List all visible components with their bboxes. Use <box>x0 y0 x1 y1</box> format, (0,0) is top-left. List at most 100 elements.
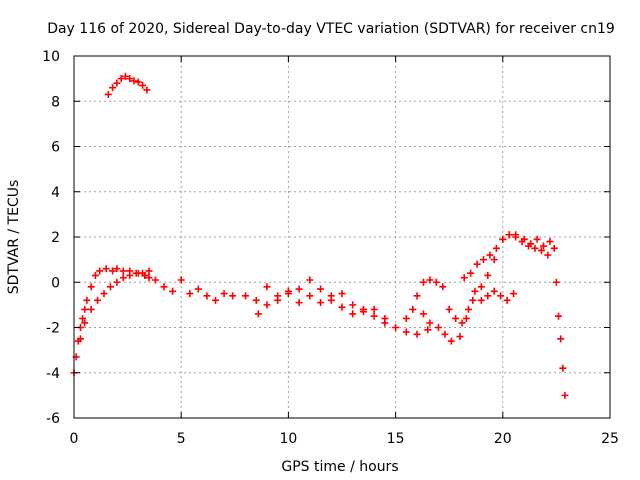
data-point <box>109 267 117 275</box>
y-tick-label: 2 <box>51 230 60 246</box>
data-point <box>126 271 134 279</box>
data-point <box>561 391 569 399</box>
data-point <box>359 305 367 313</box>
data-point <box>130 77 138 85</box>
data-point <box>306 292 314 300</box>
data-point <box>490 287 498 295</box>
y-tick-label: -2 <box>46 321 60 337</box>
points-layer <box>70 72 569 399</box>
x-tick-label: 10 <box>279 431 297 447</box>
data-point <box>169 287 177 295</box>
data-point <box>87 283 95 291</box>
data-point <box>426 319 434 327</box>
data-point <box>252 296 260 304</box>
data-point <box>490 256 498 264</box>
data-point <box>295 285 303 293</box>
data-point <box>338 303 346 311</box>
y-tick-label: -6 <box>46 411 60 427</box>
data-point <box>413 330 421 338</box>
data-point <box>402 314 410 322</box>
data-point <box>317 285 325 293</box>
data-point <box>434 324 442 331</box>
data-point <box>104 90 112 98</box>
data-point <box>540 242 548 250</box>
data-point <box>484 292 492 300</box>
data-point <box>497 292 505 300</box>
data-point <box>505 231 513 239</box>
y-tick-label: 4 <box>51 185 60 201</box>
data-point <box>555 312 563 320</box>
data-point <box>550 244 558 252</box>
data-point <box>203 292 211 300</box>
data-point <box>220 290 228 298</box>
y-tick-label: 10 <box>42 49 60 65</box>
data-point <box>113 278 121 286</box>
data-point <box>503 296 511 304</box>
data-point <box>426 276 434 284</box>
data-point <box>469 296 477 304</box>
data-point <box>533 235 541 243</box>
data-point <box>317 299 325 307</box>
data-point <box>96 267 104 275</box>
data-point <box>458 319 466 327</box>
data-point <box>349 301 357 309</box>
data-point <box>106 283 114 291</box>
data-point <box>102 265 110 273</box>
data-point <box>100 290 108 298</box>
data-point <box>441 330 449 338</box>
data-point <box>263 283 271 291</box>
y-axis-label: SDTVAR / TECUs <box>6 180 22 295</box>
x-tick-label: 0 <box>70 431 79 447</box>
data-point <box>81 305 89 313</box>
data-point <box>559 364 567 372</box>
data-point <box>480 256 488 264</box>
data-point <box>527 240 535 248</box>
data-point <box>456 333 464 341</box>
data-point <box>151 276 159 284</box>
data-point <box>94 296 102 304</box>
x-tick-label: 25 <box>601 431 619 447</box>
data-point <box>186 290 194 298</box>
data-point <box>409 305 417 313</box>
data-point <box>76 335 84 343</box>
data-point <box>460 274 468 282</box>
data-point <box>306 276 314 284</box>
x-tick-label: 20 <box>494 431 512 447</box>
data-point <box>477 296 485 304</box>
data-point <box>79 314 87 322</box>
data-point <box>445 305 453 313</box>
data-point <box>370 305 378 313</box>
data-point <box>462 314 470 322</box>
chart-title: Day 116 of 2020, Sidereal Day-to-day VTE… <box>47 21 615 37</box>
x-tick-label: 15 <box>387 431 405 447</box>
data-point <box>145 267 153 275</box>
data-point <box>512 231 520 239</box>
data-point <box>145 274 153 282</box>
ticks-layer: 0 5 10 15 20 25 -6 -4 -2 0 2 4 6 8 10 <box>42 49 619 447</box>
data-point <box>119 267 127 275</box>
data-point <box>447 337 455 345</box>
data-point <box>552 278 560 286</box>
data-point <box>119 274 127 282</box>
x-tick-label: 5 <box>177 431 186 447</box>
data-point <box>544 251 552 259</box>
data-point <box>263 301 271 309</box>
data-point <box>229 292 237 300</box>
data-point <box>467 269 475 277</box>
data-point <box>327 292 335 300</box>
data-point <box>81 319 89 327</box>
data-point <box>492 244 500 252</box>
data-point <box>419 278 427 286</box>
data-point <box>518 238 526 246</box>
data-point <box>126 75 134 83</box>
y-tick-label: 6 <box>51 140 60 156</box>
data-point <box>160 283 168 291</box>
data-point <box>109 84 117 92</box>
data-point <box>537 247 545 255</box>
data-point <box>439 283 447 291</box>
data-point <box>139 81 147 89</box>
data-point <box>132 269 140 277</box>
data-point <box>117 75 125 83</box>
data-point <box>134 78 142 86</box>
